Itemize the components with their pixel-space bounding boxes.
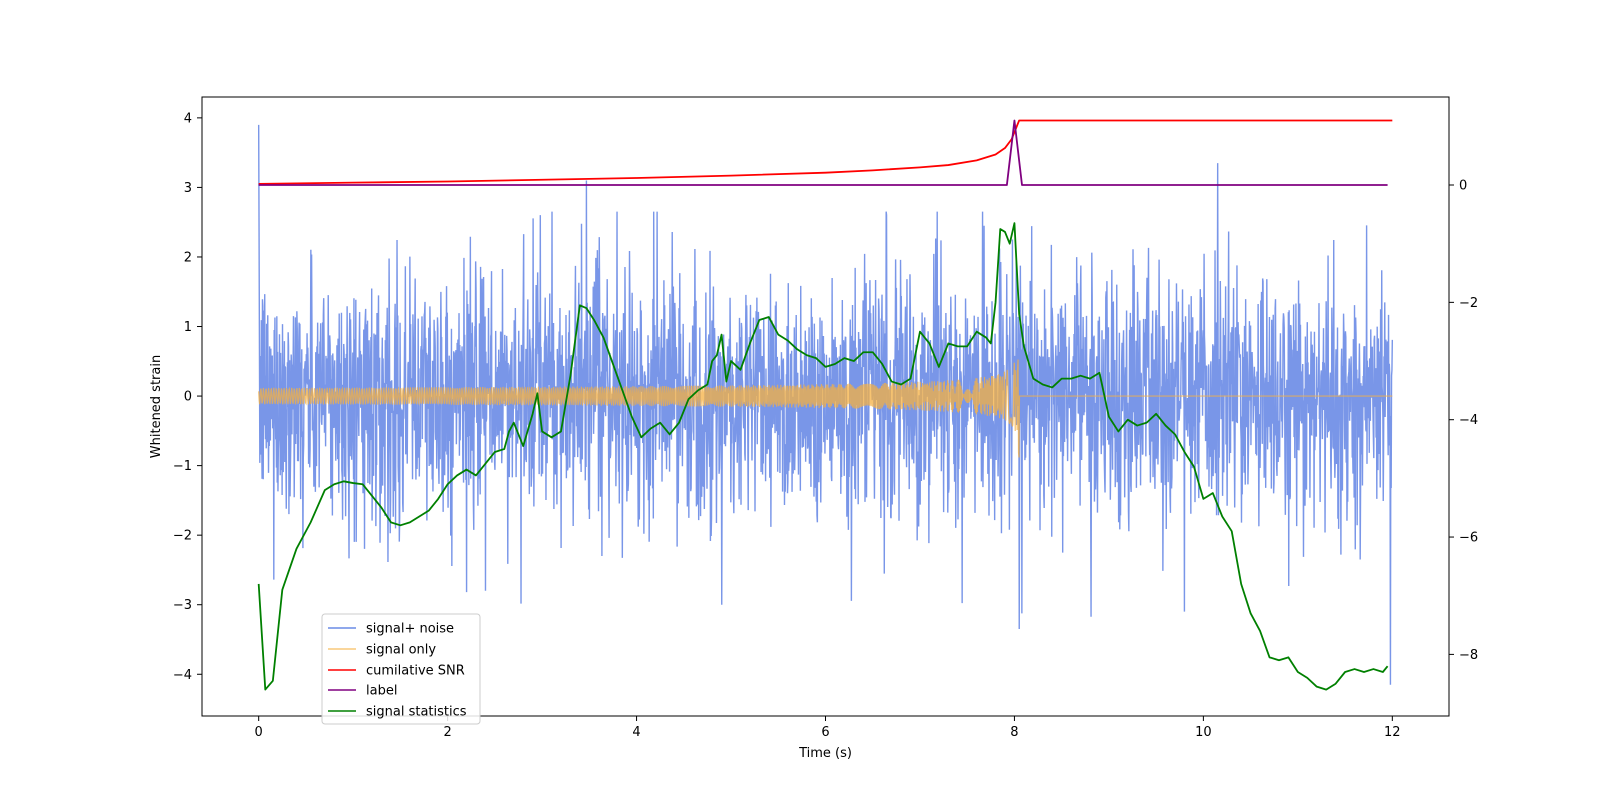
y-tick-label: −1 bbox=[173, 459, 192, 474]
plot-area bbox=[201, 96, 1450, 717]
legend: signal+ noise signal only cumilative SNR… bbox=[321, 613, 481, 725]
y-tick-label: −3 bbox=[173, 598, 192, 613]
x-tick-label: 12 bbox=[1384, 725, 1401, 740]
series-signal-statistics bbox=[257, 222, 1389, 691]
y-tick-label: 3 bbox=[184, 181, 192, 196]
series-cumulative-snr bbox=[258, 119, 1393, 185]
legend-label-signal-only: signal only bbox=[366, 643, 436, 658]
y2-tick-label: −8 bbox=[1459, 648, 1478, 663]
y-axis-ticks: 4 3 2 1 0 −1 −2 −3 −4 bbox=[173, 111, 202, 683]
x-tick-label: 8 bbox=[1010, 725, 1018, 740]
cumulative-snr-line bbox=[258, 119, 1393, 185]
y-tick-label: 0 bbox=[184, 390, 192, 405]
y2-tick-label: −6 bbox=[1459, 531, 1478, 546]
y2-tick-label: −2 bbox=[1459, 296, 1478, 311]
y-tick-label: −2 bbox=[173, 529, 192, 544]
signal-statistics-line bbox=[257, 222, 1389, 691]
y-tick-label: 1 bbox=[184, 320, 192, 335]
y-axis-label: Whitened strain bbox=[149, 355, 164, 458]
signal-only-line bbox=[258, 359, 1393, 458]
y2-tick-label: 0 bbox=[1459, 179, 1467, 194]
y-tick-label: 4 bbox=[184, 111, 192, 126]
y-tick-label: −4 bbox=[173, 668, 192, 683]
legend-label-cumulative-snr: cumilative SNR bbox=[366, 664, 465, 679]
y-tick-label: 2 bbox=[184, 250, 192, 265]
x-axis-ticks: 0 2 4 6 8 10 12 bbox=[255, 716, 1401, 740]
legend-label-label: label bbox=[366, 684, 397, 699]
label-line bbox=[258, 119, 1388, 186]
y2-tick-label: −4 bbox=[1459, 413, 1478, 428]
x-tick-label: 0 bbox=[255, 725, 263, 740]
legend-label-signal-noise: signal+ noise bbox=[366, 622, 454, 637]
x-tick-label: 4 bbox=[632, 725, 640, 740]
series-label bbox=[258, 119, 1388, 186]
y2-axis-ticks: 0 −2 −4 −6 −8 bbox=[1449, 179, 1478, 663]
legend-label-signal-statistics: signal statistics bbox=[366, 705, 467, 720]
series-signal-only bbox=[258, 359, 1393, 458]
legend-box bbox=[321, 613, 481, 725]
x-tick-label: 2 bbox=[443, 725, 451, 740]
x-axis-label: Time (s) bbox=[798, 746, 852, 761]
x-tick-label: 6 bbox=[821, 725, 829, 740]
x-tick-label: 10 bbox=[1195, 725, 1212, 740]
